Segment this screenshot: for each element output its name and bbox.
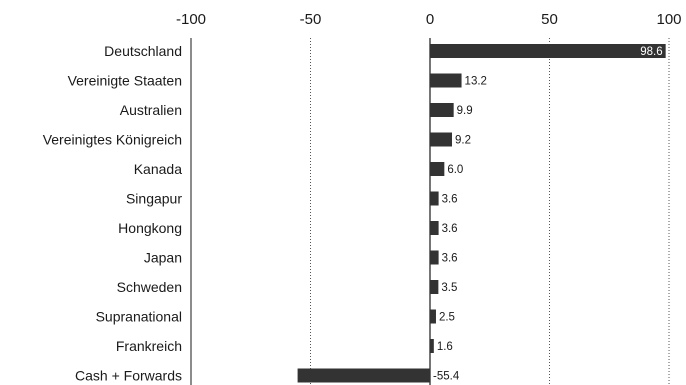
x-tick-label: 0 bbox=[426, 11, 434, 28]
x-tick-label: 50 bbox=[541, 11, 558, 28]
gridlines bbox=[310, 38, 670, 385]
bars bbox=[297, 44, 666, 383]
bar bbox=[430, 191, 439, 206]
bar bbox=[430, 250, 439, 265]
category-label: Kanada bbox=[134, 161, 182, 177]
category-label: Hongkong bbox=[118, 220, 182, 236]
value-label: 9.9 bbox=[457, 105, 473, 117]
bar bbox=[430, 162, 445, 176]
category-label: Japan bbox=[144, 250, 182, 266]
value-label: 13.2 bbox=[465, 76, 487, 88]
value-labels: 98.6 13.2 9.9 9.2 6.0 3.6 3.6 3.6 3.5 2.5 1.6 -55.4 bbox=[433, 46, 663, 383]
bar bbox=[430, 309, 436, 324]
category-label: Vereinigtes Königreich bbox=[43, 132, 182, 148]
category-label: Schweden bbox=[117, 279, 182, 295]
value-label: 6.0 bbox=[447, 164, 463, 176]
category-label: Supranational bbox=[96, 309, 182, 325]
category-label: Singapur bbox=[126, 191, 182, 207]
bar bbox=[430, 339, 434, 353]
value-label: 3.6 bbox=[442, 194, 458, 206]
category-label: Vereinigte Staaten bbox=[68, 73, 182, 89]
value-label: 3.6 bbox=[442, 223, 458, 235]
value-label: 98.6 bbox=[640, 46, 662, 58]
value-label: 3.5 bbox=[441, 282, 457, 294]
bar bbox=[430, 73, 462, 88]
category-label: Cash + Forwards bbox=[75, 368, 182, 384]
x-axis-tick-labels: -100 -50 0 50 100 bbox=[176, 11, 682, 28]
value-label: -55.4 bbox=[433, 371, 460, 383]
value-label: 3.6 bbox=[442, 253, 458, 265]
bar bbox=[297, 368, 430, 383]
bar bbox=[430, 44, 666, 58]
x-tick-label: -50 bbox=[300, 11, 322, 28]
bar bbox=[430, 280, 439, 294]
axis-lines bbox=[190, 38, 431, 385]
bar bbox=[430, 103, 454, 117]
value-label: 1.6 bbox=[437, 341, 453, 353]
category-label: Deutschland bbox=[104, 43, 182, 59]
x-tick-label: -100 bbox=[176, 11, 206, 28]
category-labels: Deutschland Vereinigte Staaten Australien V… bbox=[43, 43, 183, 384]
bar bbox=[430, 221, 439, 235]
category-label: Frankreich bbox=[116, 338, 182, 354]
value-label: 9.2 bbox=[455, 135, 471, 147]
x-tick-label: 100 bbox=[656, 11, 681, 28]
value-label: 2.5 bbox=[439, 312, 455, 324]
bar bbox=[430, 132, 452, 147]
category-label: Australien bbox=[120, 102, 182, 118]
